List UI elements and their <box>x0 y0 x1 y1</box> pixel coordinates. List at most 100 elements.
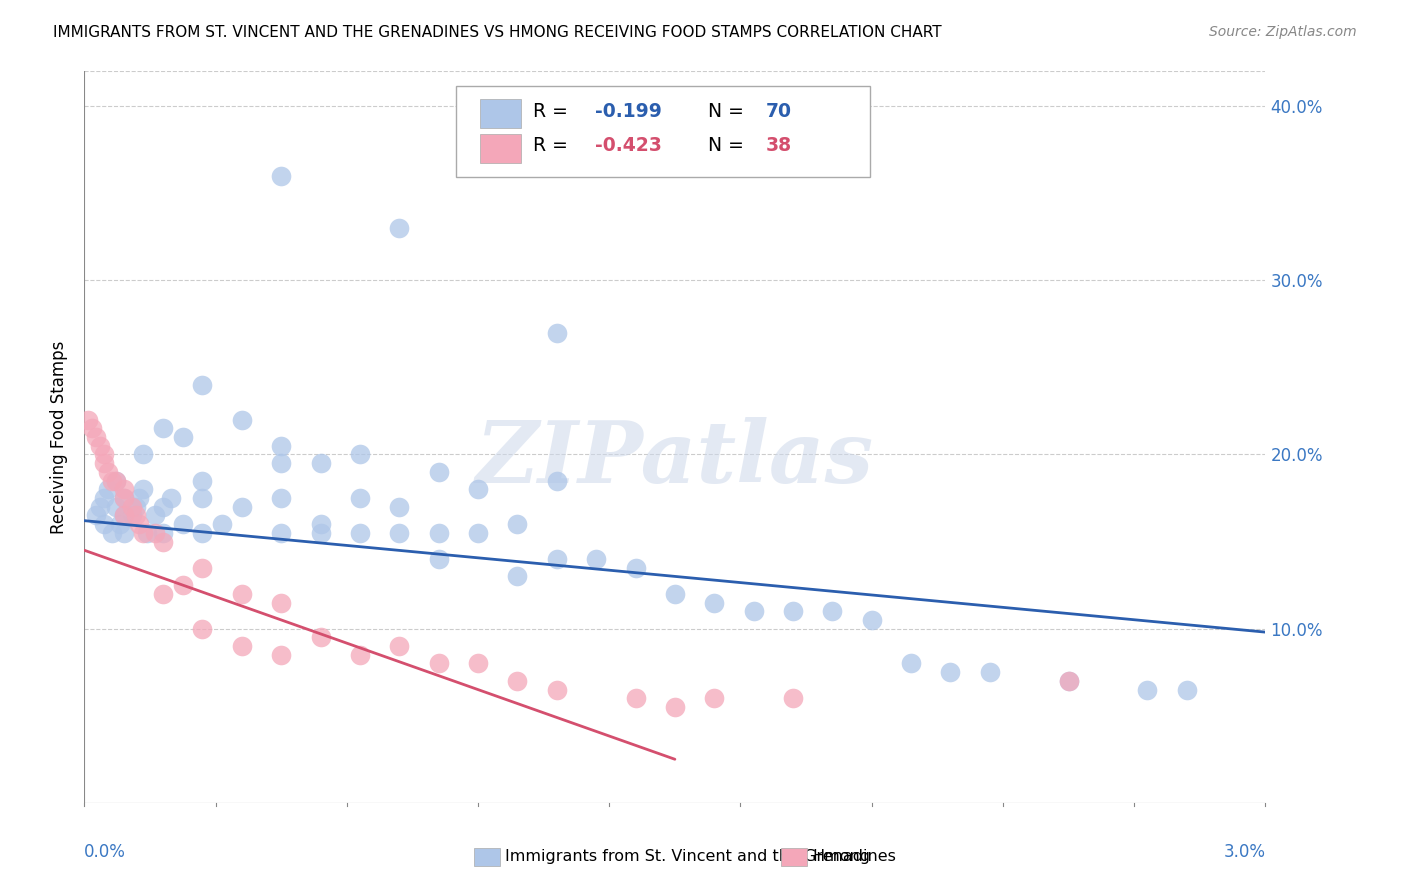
Point <box>900 657 922 671</box>
Point <box>427 465 450 479</box>
Point <box>84 430 107 444</box>
Text: N =: N = <box>709 102 749 121</box>
Point <box>231 412 253 426</box>
Point <box>467 483 489 497</box>
Point <box>546 682 568 697</box>
Point <box>782 691 804 706</box>
Point <box>191 491 214 505</box>
Point <box>112 525 135 540</box>
Point <box>97 465 120 479</box>
Point <box>112 491 135 505</box>
Point <box>160 491 183 505</box>
Point <box>939 665 962 680</box>
Point <box>121 508 143 523</box>
Point <box>782 604 804 618</box>
Point <box>89 500 111 514</box>
Point <box>506 673 529 688</box>
Point <box>506 569 529 583</box>
Point <box>172 517 194 532</box>
Point <box>231 500 253 514</box>
Point <box>427 552 450 566</box>
Point <box>101 474 124 488</box>
Point <box>143 525 166 540</box>
Point <box>1057 673 1080 688</box>
Text: Source: ZipAtlas.com: Source: ZipAtlas.com <box>1209 25 1357 39</box>
Text: ZIPatlas: ZIPatlas <box>475 417 875 500</box>
Point <box>143 508 166 523</box>
Point <box>77 412 100 426</box>
Point <box>191 474 214 488</box>
Point <box>270 648 292 662</box>
Point <box>546 552 568 566</box>
Point <box>349 491 371 505</box>
Point <box>152 587 174 601</box>
Text: Hmong: Hmong <box>811 848 870 863</box>
Point <box>191 560 214 574</box>
Point <box>467 657 489 671</box>
Point <box>124 508 146 523</box>
Point <box>349 648 371 662</box>
Point <box>467 525 489 540</box>
Point <box>427 657 450 671</box>
Point <box>191 622 214 636</box>
Point <box>270 595 292 609</box>
Point <box>546 474 568 488</box>
Text: -0.199: -0.199 <box>595 102 661 121</box>
FancyBboxPatch shape <box>457 86 870 178</box>
Point <box>309 631 332 645</box>
Text: R =: R = <box>533 102 574 121</box>
Point <box>93 491 115 505</box>
Text: 3.0%: 3.0% <box>1223 843 1265 861</box>
Point <box>172 578 194 592</box>
Point <box>349 448 371 462</box>
Point <box>93 517 115 532</box>
Text: -0.423: -0.423 <box>595 136 661 155</box>
Point <box>388 221 411 235</box>
Point <box>191 377 214 392</box>
Point <box>172 430 194 444</box>
Point <box>93 448 115 462</box>
Point <box>101 525 124 540</box>
Point <box>82 421 104 435</box>
Point <box>93 456 115 470</box>
Point <box>112 508 135 523</box>
Point <box>104 500 127 514</box>
Point <box>388 525 411 540</box>
Point <box>506 517 529 532</box>
Point <box>191 525 214 540</box>
Text: 70: 70 <box>766 102 792 121</box>
Point <box>309 456 332 470</box>
FancyBboxPatch shape <box>479 134 522 163</box>
Text: N =: N = <box>709 136 749 155</box>
Point <box>270 169 292 183</box>
Point <box>124 500 146 514</box>
Text: IMMIGRANTS FROM ST. VINCENT AND THE GRENADINES VS HMONG RECEIVING FOOD STAMPS CO: IMMIGRANTS FROM ST. VINCENT AND THE GREN… <box>53 25 942 40</box>
Text: Immigrants from St. Vincent and the Grenadines: Immigrants from St. Vincent and the Gren… <box>505 848 896 863</box>
Point <box>136 525 159 540</box>
Text: 0.0%: 0.0% <box>84 843 127 861</box>
Point <box>112 483 135 497</box>
Point <box>742 604 765 618</box>
Point <box>112 491 135 505</box>
Y-axis label: Receiving Food Stamps: Receiving Food Stamps <box>51 341 69 533</box>
Point <box>112 508 135 523</box>
Point <box>270 491 292 505</box>
Point <box>1175 682 1198 697</box>
Point <box>821 604 844 618</box>
Text: 38: 38 <box>766 136 792 155</box>
Point <box>152 421 174 435</box>
Point <box>211 517 233 532</box>
Point <box>309 525 332 540</box>
Point <box>664 700 686 714</box>
Point <box>231 587 253 601</box>
Point <box>152 525 174 540</box>
Point <box>132 525 155 540</box>
Point <box>270 456 292 470</box>
Point <box>132 448 155 462</box>
Point <box>121 500 143 514</box>
Point <box>152 500 174 514</box>
Point <box>703 595 725 609</box>
Point <box>979 665 1001 680</box>
Point <box>546 326 568 340</box>
Point <box>132 483 155 497</box>
